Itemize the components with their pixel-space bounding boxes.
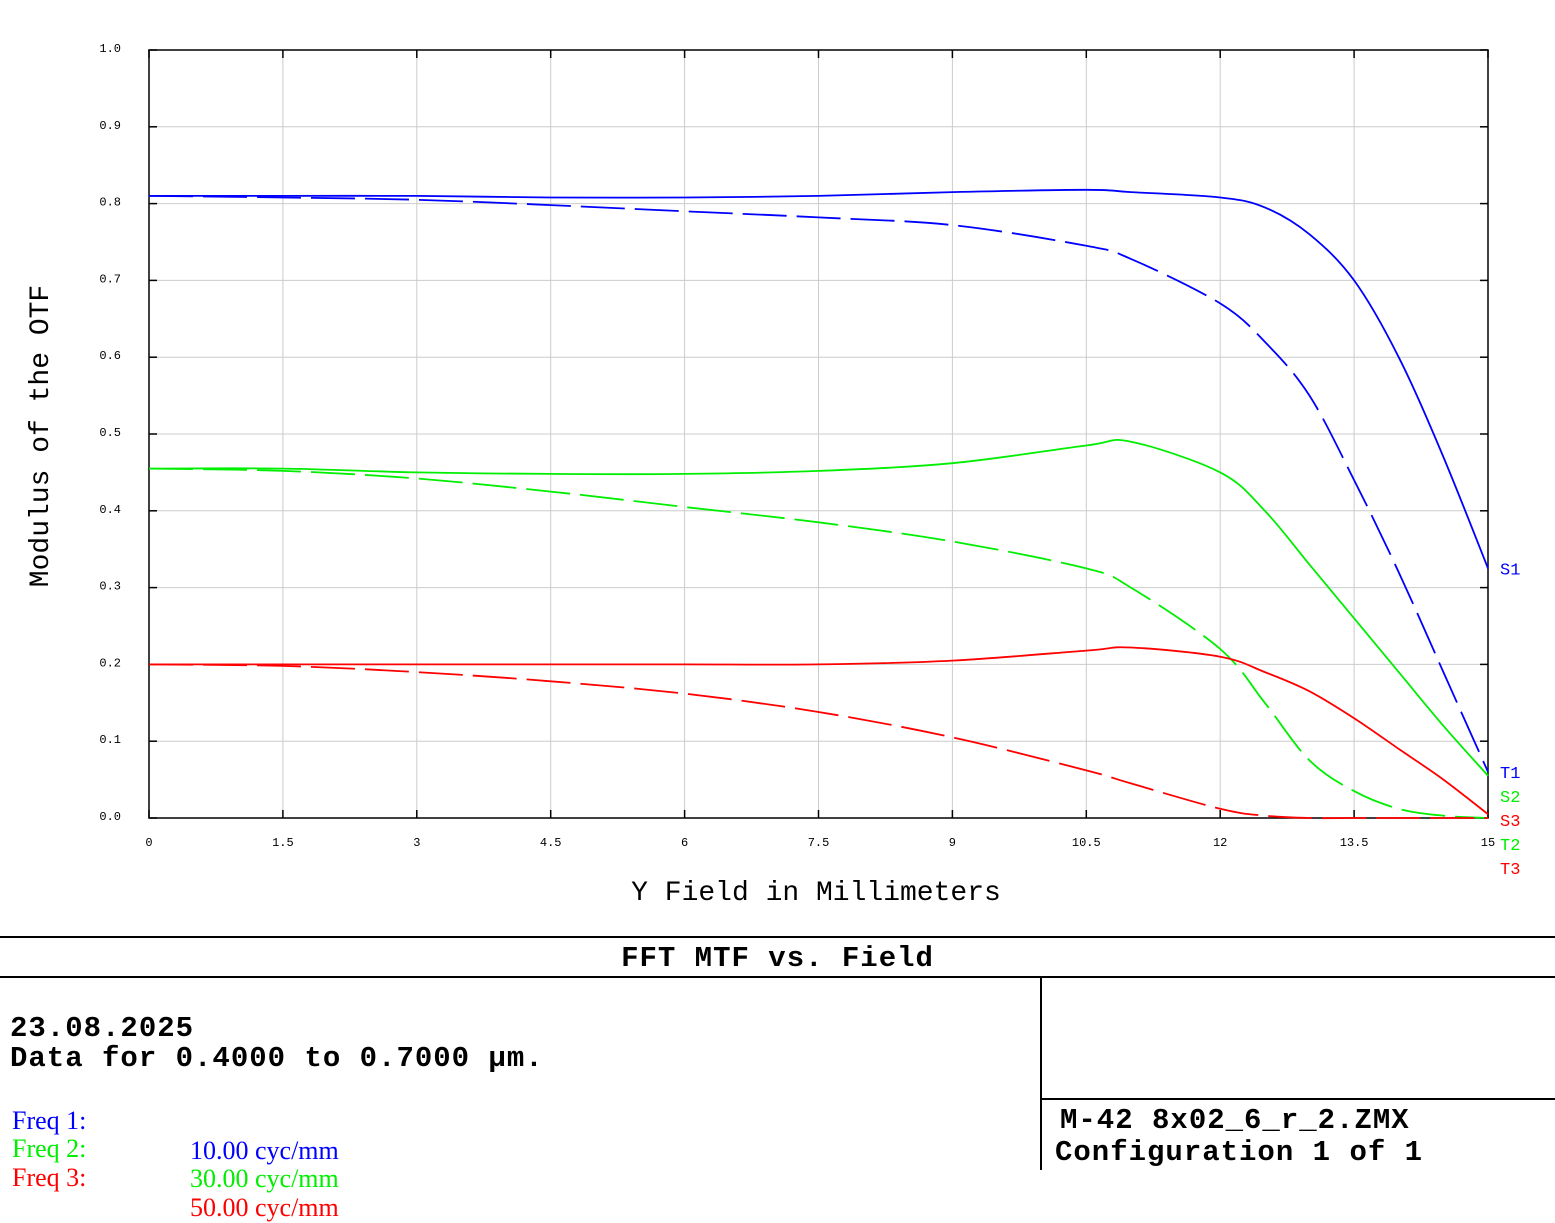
configuration-text: Configuration 1 of 1: [1055, 1136, 1424, 1169]
y-tick-label: 0.1: [99, 733, 121, 747]
x-tick-label: 15: [1481, 836, 1495, 850]
x-tick-label: 9: [949, 836, 956, 850]
y-tick-label: 0.9: [99, 119, 121, 133]
y-tick-label: 0.8: [99, 196, 121, 210]
y-tick-label: 0.5: [99, 426, 121, 440]
freq-row-2: Freq 2: 30.00 cyc/mm: [0, 1104, 600, 1193]
series-end-label-s2: S2: [1500, 789, 1520, 808]
series-line-t3: [148, 663, 1488, 820]
series-end-label-t2: T2: [1500, 837, 1520, 856]
series-end-label-s3: S3: [1500, 813, 1520, 832]
series-end-labels: S1 T1 S2 S3 T2 T3: [1500, 561, 1520, 880]
x-tick-label: 4.5: [540, 836, 562, 850]
y-axis-label: Modulus of the OTF: [26, 285, 57, 587]
divider-title: [0, 976, 1555, 978]
x-ticks: 0 1.5 3 4.5 6 7.5 9 10.5 12 13.5 15: [145, 50, 1495, 850]
freq-row-3: Freq 3: 50.00 cyc/mm: [0, 1133, 600, 1222]
freq-label: Freq 3:: [12, 1163, 87, 1192]
x-axis-label: Y Field in Millimeters: [631, 878, 1001, 909]
grid-lines: [149, 50, 1488, 818]
plot-title: FFT MTF vs. Field: [621, 942, 934, 975]
y-ticks: 0.0 0.1 0.2 0.3 0.4 0.5 0.6 0.7 0.8 0.9 1.0: [99, 42, 1488, 824]
x-tick-label: 0: [145, 836, 152, 850]
series-end-label-t3: T3: [1500, 861, 1520, 880]
series-lines: [148, 188, 1489, 820]
mtf-chart: 0 1.5 3 4.5 6 7.5 9 10.5 12 13.5 15 0.00.10.20.30.…: [26, 42, 1520, 909]
series-end-label-t1: T1: [1500, 765, 1520, 784]
x-tick-label: 13.5: [1340, 836, 1369, 850]
series-line-s2: [148, 438, 1489, 777]
y-tick-label: 0.3: [99, 580, 121, 594]
x-tick-label: 10.5: [1072, 836, 1101, 850]
divider-vertical: [1040, 976, 1042, 1170]
series-line-s3: [149, 646, 1489, 815]
series-line-t2: [148, 467, 1489, 819]
series-end-label-s1: S1: [1500, 561, 1520, 580]
y-tick-label: 0.2: [99, 656, 121, 670]
y-tick-label: 0.4: [99, 503, 121, 517]
file-name: M-42 8x02_6_r_2.ZMX: [1060, 1104, 1410, 1137]
freq-label: Freq 1:: [12, 1106, 87, 1135]
wavelength-range-text: Data for 0.4000 to 0.7000 µm.: [10, 1042, 544, 1075]
freq-value: 10.00 cyc/mm: [190, 1136, 339, 1165]
freq-value: 50.00 cyc/mm: [190, 1193, 339, 1222]
y-tick-label: 0.6: [99, 349, 121, 363]
series-line-s1: [149, 188, 1489, 569]
x-tick-label: 1.5: [272, 836, 294, 850]
divider-top: [0, 936, 1555, 938]
x-tick-label: 6: [681, 836, 688, 850]
freq-label: Freq 2:: [12, 1134, 87, 1163]
y-tick-label: 0.7: [99, 272, 121, 286]
x-tick-label: 3: [413, 836, 420, 850]
freq-value: 30.00 cyc/mm: [190, 1164, 339, 1193]
x-tick-label: 7.5: [808, 836, 830, 850]
x-tick-label: 12: [1213, 836, 1227, 850]
y-tick-label: 0.0: [99, 810, 121, 824]
series-line-t1: [148, 195, 1489, 773]
y-tick-label: 1.0: [99, 42, 121, 56]
divider-file: [1040, 1098, 1555, 1100]
date-text: 23.08.2025: [10, 1012, 195, 1045]
freq-row-1: Freq 1: 10.00 cyc/mm: [0, 1076, 600, 1165]
